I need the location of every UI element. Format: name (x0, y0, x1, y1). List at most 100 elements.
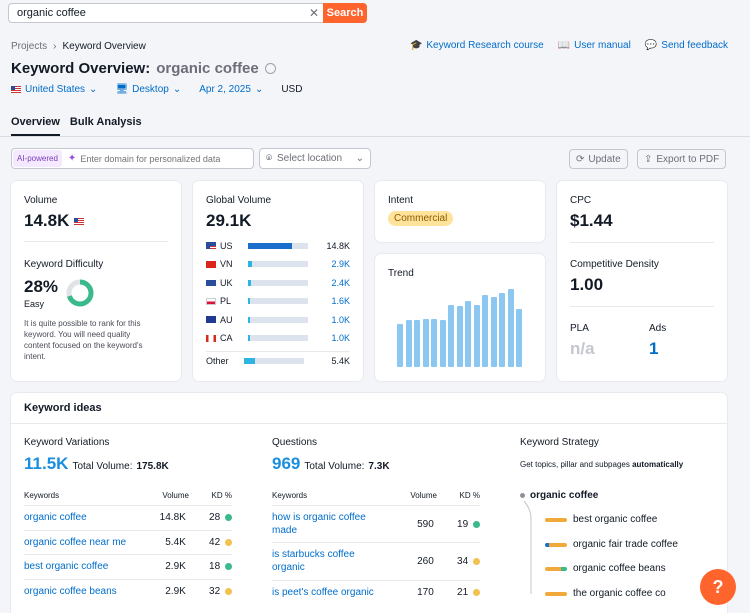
course-link-label: Keyword Research course (426, 40, 544, 51)
keyword-kd: 18 (209, 561, 221, 573)
pla-value: n/a (570, 339, 595, 358)
add-keyword-icon[interactable] (264, 63, 276, 74)
strategy-item[interactable]: organic coffee beans (545, 563, 666, 574)
volume-share-bar (248, 279, 308, 286)
country-label: United States (25, 84, 86, 95)
flag-icon (206, 334, 216, 342)
manual-link[interactable]: 📖 User manual (558, 40, 631, 51)
keyword-link[interactable]: is peet's coffee organic (272, 587, 374, 598)
intent-badge: Commercial (388, 211, 454, 226)
keyword-link[interactable]: is starbucks coffee organic (272, 549, 355, 573)
variations-table-header: Keywords Volume KD % (24, 491, 232, 500)
strategy-root[interactable]: organic coffee (520, 490, 598, 501)
cpc-card: CPC $1.44 Competitive Density 1.00 PLA n… (557, 181, 727, 381)
questions-count[interactable]: 969 (272, 454, 301, 473)
keyword-kd: 21 (457, 587, 469, 598)
density-label: Competitive Density (570, 259, 659, 270)
divider (11, 423, 727, 424)
date-label: Apr 2, 2025 (199, 84, 251, 95)
course-link[interactable]: 🎓 Keyword Research course (410, 40, 544, 51)
date-select[interactable]: Apr 2, 2025 ⌄ (199, 84, 263, 95)
us-flag-icon (74, 217, 85, 225)
country-volume[interactable]: 2.9K (331, 259, 350, 269)
message-icon: 💬 (644, 40, 658, 51)
keyword-volume: 2.9K (165, 585, 186, 597)
chevron-down-icon: ⌄ (172, 84, 182, 95)
divider (570, 242, 714, 243)
update-button[interactable]: ⟳ Update (569, 149, 628, 169)
variations-summary: 11.5K Total Volume: 175.8K (24, 454, 169, 474)
volume-kd-card: Volume 14.8K Keyword Difficulty 28% Easy… (11, 181, 181, 381)
other-value: 5.4K (331, 355, 350, 366)
strategy-desc-text: Get topics, pillar and subpages (520, 460, 630, 469)
ads-label: Ads (649, 323, 667, 334)
feedback-link[interactable]: 💬 Send feedback (645, 40, 728, 51)
trend-bar (405, 320, 412, 367)
flag-icon (206, 297, 216, 305)
update-label: Update (588, 153, 621, 165)
variations-total-label: Total Volume: (72, 461, 133, 472)
keyword-link[interactable]: how is organic coffee made (272, 512, 366, 536)
strategy-item[interactable]: best organic coffee (545, 514, 657, 525)
keyword-volume: 260 (417, 555, 434, 567)
country-volume[interactable]: 2.4K (331, 277, 350, 288)
keyword-kd: 42 (209, 536, 221, 548)
trend-bar (473, 305, 480, 367)
pla-label: PLA (570, 323, 589, 334)
questions-total: 7.3K (368, 461, 390, 472)
kd-dot-icon (225, 587, 232, 595)
help-button[interactable]: ? (700, 569, 736, 605)
global-volume-row: VN 2.9K (206, 258, 350, 271)
header-links: 🎓 Keyword Research course 📖 User manual 💬 S… (410, 40, 728, 51)
keyword-link[interactable]: best organic coffee (24, 561, 109, 573)
divider (206, 351, 350, 352)
keyword-volume: 14.8K (159, 512, 186, 524)
tab-bulk-analysis[interactable]: Bulk Analysis (69, 116, 142, 128)
kd-donut (66, 279, 94, 307)
other-bar (244, 357, 304, 364)
strategy-tree-lines (523, 500, 532, 594)
volume-share-bar (248, 242, 308, 249)
keyword-link[interactable]: organic coffee near me (24, 536, 127, 548)
kd-note: It is quite possible to rank for this ke… (24, 319, 143, 361)
country-volume[interactable]: 1.6K (331, 296, 350, 306)
col-kd: KD % (459, 491, 480, 500)
strategy-desc-bold: automatically (632, 460, 684, 469)
clear-icon[interactable]: ✕ (308, 6, 320, 20)
export-pdf-button[interactable]: ⇪ Export to PDF (637, 149, 727, 169)
trend-bar (439, 320, 446, 367)
strategy-item[interactable]: organic fair trade coffee (545, 539, 678, 550)
search-box: ✕ Search (8, 3, 367, 23)
country-volume: 14.8K (326, 240, 350, 251)
country-volume[interactable]: 1.0K (331, 333, 350, 343)
kd-dot-icon (473, 557, 480, 565)
flag-icon (206, 279, 216, 286)
trend-card: Trend (375, 254, 545, 381)
kd-value: 28% (24, 277, 59, 296)
table-row: organic coffee 14.8K 28 (24, 505, 232, 530)
variations-count[interactable]: 11.5K (24, 454, 69, 473)
page-header: Projects › Keyword Overview 🎓 Keyword Res… (0, 27, 750, 137)
country-select[interactable]: United States ⌄ (11, 84, 97, 95)
search-button[interactable]: Search (323, 3, 367, 23)
strategy-root-label: organic coffee (530, 490, 599, 501)
breadcrumb-projects[interactable]: Projects (11, 41, 48, 52)
keyword-ideas-heading: Keyword ideas (24, 402, 102, 414)
flag-icon (206, 260, 216, 268)
keyword-link[interactable]: organic coffee (24, 512, 87, 524)
keyword-link[interactable]: organic coffee beans (24, 585, 117, 597)
keyword-kd: 32 (209, 585, 221, 597)
device-select[interactable]: 🖥 Desktop ⌄ (115, 84, 181, 95)
trend-bar (507, 289, 514, 367)
strategy-item[interactable]: the organic coffee co (545, 588, 666, 599)
country-code: VN (220, 259, 233, 269)
search-input[interactable] (9, 4, 307, 22)
currency-label: USD (281, 84, 303, 95)
location-select[interactable]: ⌾ Select location ⌄ (259, 148, 371, 169)
domain-input[interactable] (80, 153, 253, 164)
ads-value: 1 (649, 339, 659, 358)
country-volume[interactable]: 1.0K (331, 314, 350, 325)
tab-overview[interactable]: Overview (11, 116, 60, 136)
export-label: Export to PDF (656, 153, 720, 165)
breadcrumb-current: Keyword Overview (62, 41, 146, 52)
